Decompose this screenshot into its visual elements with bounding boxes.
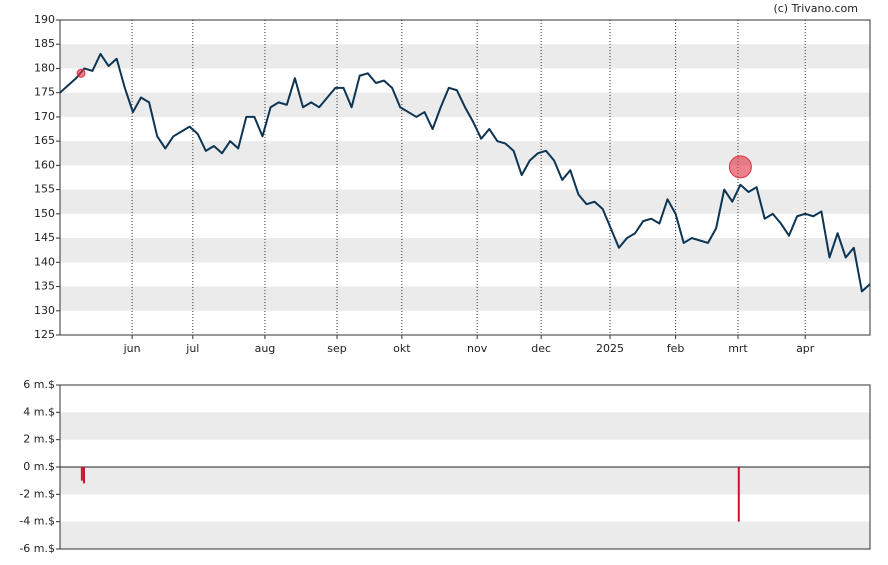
event-marker <box>728 155 752 179</box>
grid-band <box>60 286 870 311</box>
y-tick-label: 180 <box>34 61 55 74</box>
y-tick-label: 185 <box>34 37 55 50</box>
grid-band <box>60 238 870 263</box>
y-tick-label: 135 <box>34 280 55 293</box>
y-tick-label: 6 m.$ <box>23 378 55 391</box>
y-tick-label: 150 <box>34 207 55 220</box>
y-tick-label: 155 <box>34 183 55 196</box>
x-tick-label: jul <box>185 342 199 355</box>
y-tick-label: -4 m.$ <box>19 515 55 528</box>
bar <box>80 467 83 481</box>
grid-band <box>60 412 870 440</box>
plot-frame <box>59 384 871 550</box>
y-tick-label: 170 <box>34 110 55 123</box>
y-tick-label: 0 m.$ <box>23 460 55 473</box>
x-tick-label: jun <box>123 342 141 355</box>
y-tick-label: -6 m.$ <box>19 542 55 555</box>
y-tick-label: 4 m.$ <box>23 405 55 418</box>
y-tick-label: 125 <box>34 328 55 341</box>
x-tick-label: feb <box>667 342 685 355</box>
credit: (c) Trivano.com <box>773 2 858 15</box>
grid-band <box>60 92 870 117</box>
event-marker <box>76 68 86 78</box>
grid-band <box>60 521 870 549</box>
grid-band <box>60 44 870 69</box>
y-tick-label: 190 <box>34 13 55 26</box>
y-tick-label: 175 <box>34 86 55 99</box>
x-tick-label: mrt <box>728 342 748 355</box>
x-tick-label: 2025 <box>596 342 624 355</box>
x-tick-label: nov <box>467 342 488 355</box>
bar <box>82 467 85 484</box>
bar <box>737 467 740 522</box>
y-tick-label: 2 m.$ <box>23 433 55 446</box>
price-line <box>59 52 871 293</box>
y-tick-label: 145 <box>34 231 55 244</box>
grid-band <box>60 189 870 214</box>
grid-band <box>60 467 870 495</box>
x-tick-label: dec <box>531 342 551 355</box>
x-tick-label: aug <box>255 342 276 355</box>
y-tick-label: 130 <box>34 304 55 317</box>
y-tick-label: -2 m.$ <box>19 487 55 500</box>
x-tick-label: okt <box>393 342 411 355</box>
y-tick-label: 140 <box>34 255 55 268</box>
x-tick-label: apr <box>796 342 815 355</box>
x-tick-label: sep <box>327 342 346 355</box>
plot-frame <box>59 19 871 336</box>
y-tick-label: 160 <box>34 158 55 171</box>
y-tick-label: 165 <box>34 134 55 147</box>
